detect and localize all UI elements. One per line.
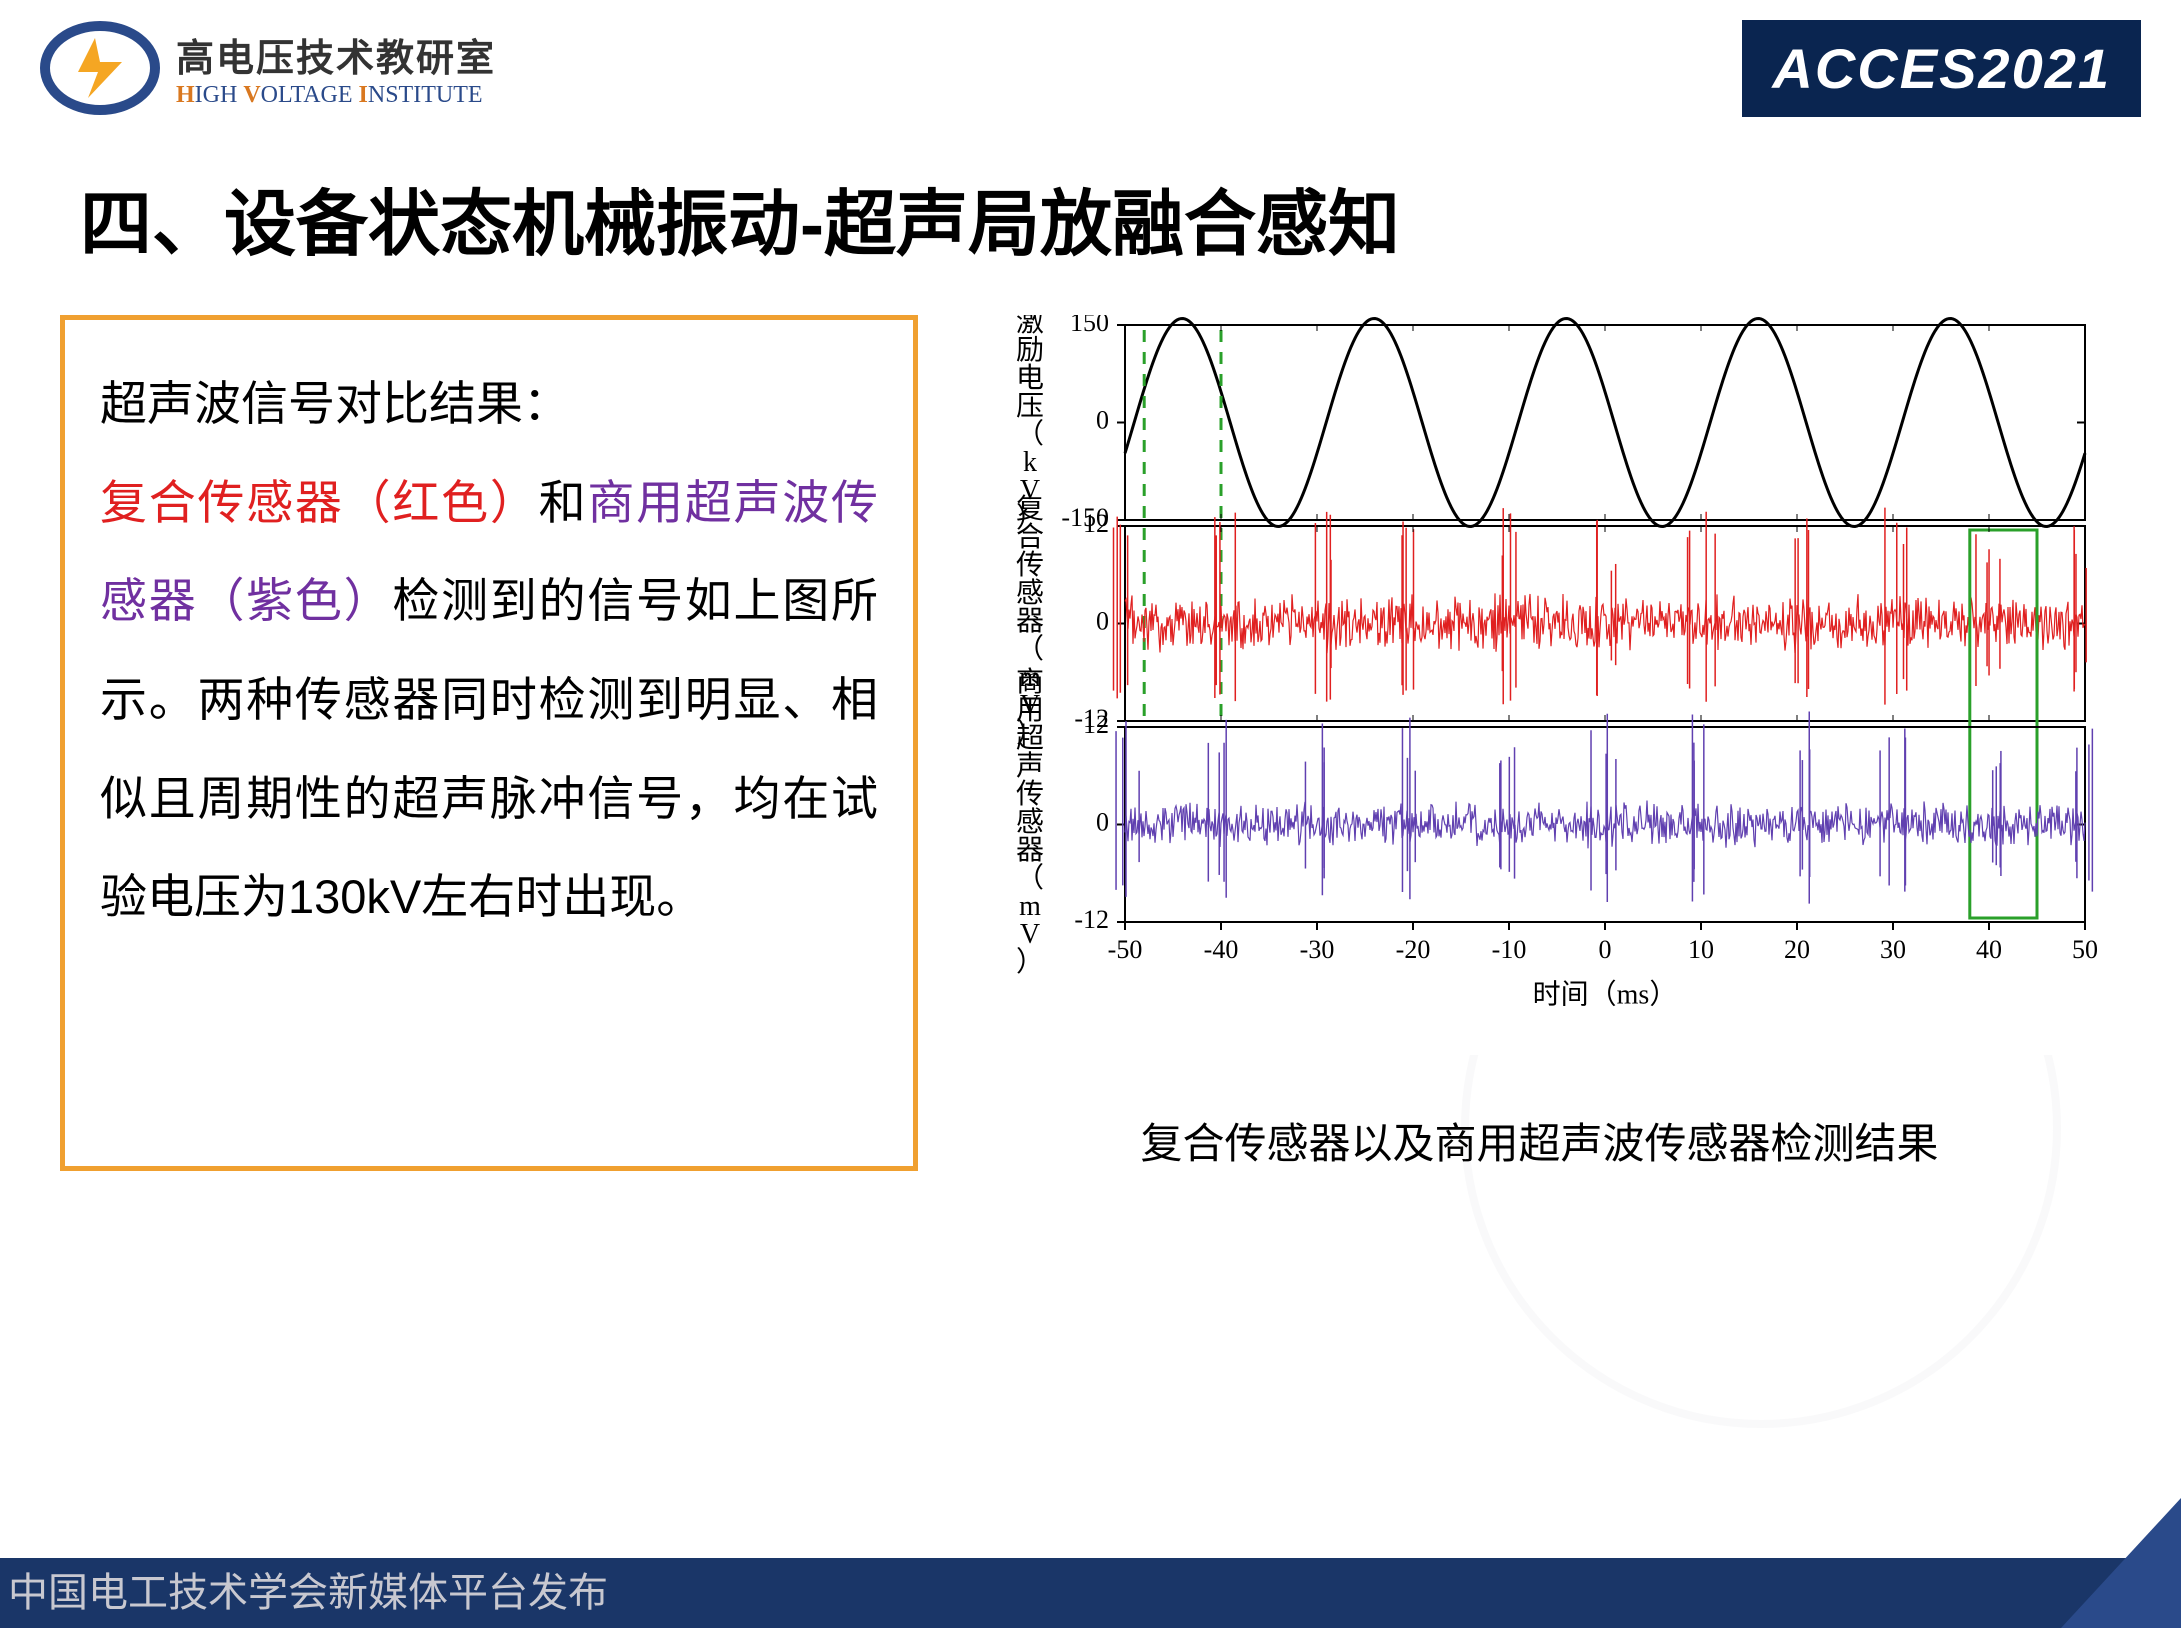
svg-text:40: 40 [1976,935,2002,964]
logo-text-block: 高电压技术教研室 HIGH VOLTAGE INSTITUTE [176,27,496,109]
svg-text:-30: -30 [1299,935,1334,964]
logo-cn-text: 高电压技术教研室 [176,27,496,82]
svg-text:感: 感 [1015,577,1043,609]
svg-text:合: 合 [1015,521,1043,553]
svg-text:150: 150 [1070,315,1109,337]
svg-text:）: ） [1015,946,1043,978]
conference-badge: ACCES2021 [1742,20,2141,117]
svg-text:（: （ [1015,862,1043,894]
svg-text:复: 复 [1015,493,1043,525]
svg-text:-12: -12 [1074,905,1109,934]
svg-text:器: 器 [1015,835,1043,866]
svg-text:传: 传 [1015,778,1043,810]
svg-text:10: 10 [1688,935,1714,964]
svg-text:0: 0 [1096,807,1109,836]
svg-text:-40: -40 [1203,935,1238,964]
svg-text:压: 压 [1015,391,1043,422]
svg-text:-20: -20 [1395,935,1430,964]
svg-text:超: 超 [1015,722,1043,754]
slide-title: 四、设备状态机械振动-超声局放融合感知 [80,165,1400,270]
svg-text:k: k [1023,447,1037,478]
svg-text:用: 用 [1015,695,1043,726]
institute-logo-icon [40,20,160,115]
chart-area: -1500150激励电压（kV）-12012复合传感器（mV）-12012商用超… [938,315,2141,1171]
svg-text:商: 商 [1015,666,1043,698]
header: 高电压技术教研室 HIGH VOLTAGE INSTITUTE ACCES202… [0,20,2181,130]
svg-text:（: （ [1015,633,1043,665]
svg-text:-10: -10 [1491,935,1526,964]
logo-en-text: HIGH VOLTAGE INSTITUTE [176,82,496,109]
description-text: 超声波信号对比结果： 复合传感器（红色）和商用超声波传感器（紫色）检测到的信号如… [100,355,878,947]
footer-text: 中国电工技术学会新媒体平台发布 [8,1560,608,1618]
svg-text:励: 励 [1015,334,1043,366]
svg-text:30: 30 [1880,935,1906,964]
svg-text:50: 50 [2072,935,2098,964]
svg-text:0: 0 [1598,935,1611,964]
svg-text:传: 传 [1015,549,1043,581]
svg-text:-50: -50 [1107,935,1142,964]
logo-left: 高电压技术教研室 HIGH VOLTAGE INSTITUTE [40,20,496,115]
svg-text:m: m [1019,891,1041,922]
svg-text:时间（ms）: 时间（ms） [1532,978,1677,1010]
svg-text:0: 0 [1096,606,1109,635]
svg-text:器: 器 [1015,606,1043,637]
chart-caption: 复合传感器以及商用超声波传感器检测结果 [1140,1110,1938,1171]
page-number: 19 [2080,1499,2131,1553]
svg-text:声: 声 [1015,750,1043,782]
svg-text:（: （ [1015,418,1043,450]
svg-text:12: 12 [1083,710,1109,739]
svg-text:20: 20 [1784,935,1810,964]
svg-text:感: 感 [1015,806,1043,838]
svg-text:12: 12 [1083,509,1109,538]
svg-text:电: 电 [1015,362,1043,394]
description-box: 超声波信号对比结果： 复合传感器（红色）和商用超声波传感器（紫色）检测到的信号如… [60,315,918,1171]
content-row: 超声波信号对比结果： 复合传感器（红色）和商用超声波传感器（紫色）检测到的信号如… [60,315,2141,1171]
chart-panels: -1500150激励电压（kV）-12012复合传感器（mV）-12012商用超… [975,315,2105,1055]
svg-text:0: 0 [1096,405,1109,434]
svg-text:V: V [1019,919,1039,950]
